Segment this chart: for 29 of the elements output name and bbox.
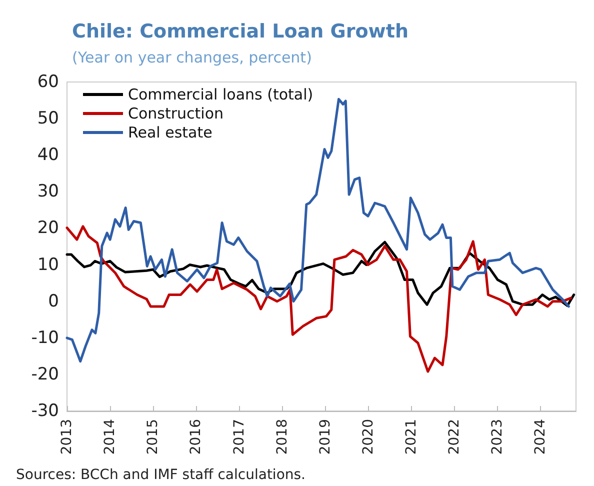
y-tick-label: 50: [37, 108, 59, 129]
x-tick-label: 2020: [360, 419, 376, 455]
x-tick-label: 2023: [490, 419, 506, 455]
y-tick-label: 60: [37, 72, 59, 92]
x-tick-label: 2019: [317, 419, 334, 455]
chart-title: Chile: Commercial Loan Growth: [72, 20, 408, 42]
chart-subtitle: (Year on year changes, percent): [72, 48, 312, 66]
legend-label: Construction: [128, 104, 224, 122]
y-tick-label: 40: [37, 145, 59, 166]
y-tick-label: 30: [37, 182, 59, 202]
x-tick-label: 2021: [404, 419, 420, 455]
source-note: Sources: BCCh and IMF staff calculations.: [16, 467, 306, 483]
x-tick-label: 2016: [188, 418, 204, 455]
legend-label: Commercial loans (total): [128, 86, 314, 104]
x-tick-label: 2015: [145, 419, 162, 455]
line-series: [66, 225, 572, 373]
legend-label: Real estate: [128, 124, 212, 142]
x-tick-label: 2022: [446, 419, 463, 455]
x-tick-label: 2014: [102, 418, 118, 455]
x-tick-label: 2013: [59, 419, 75, 455]
y-tick-label: -20: [31, 364, 59, 384]
y-tick-label: -30: [31, 401, 59, 421]
x-tick-label: 2017: [231, 419, 248, 455]
x-tick-label: 2024: [532, 418, 549, 455]
y-tick-label: -10: [31, 328, 59, 348]
y-tick-label: 20: [37, 218, 59, 238]
y-tick-label: 10: [37, 254, 59, 275]
y-tick-label: 0: [48, 291, 59, 312]
x-tick-label: 2018: [274, 419, 290, 455]
